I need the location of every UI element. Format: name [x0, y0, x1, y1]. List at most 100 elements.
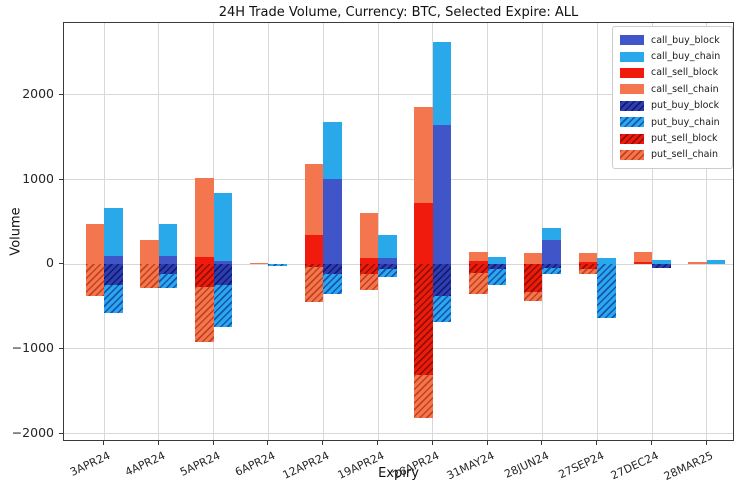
- y-tick-label: 2000: [22, 85, 54, 101]
- bar-segment-put_buy_block: [323, 264, 342, 275]
- bar-segment-call_sell_chain: [578, 253, 598, 262]
- y-tick-label: 0: [46, 255, 54, 271]
- bar-segment-call_buy_chain: [597, 258, 616, 265]
- bar-segment-put_sell_block: [195, 264, 214, 288]
- bar-segment-put_buy_block: [432, 264, 452, 296]
- bar-segment-call_buy_chain: [652, 260, 671, 265]
- legend-label: put_sell_chain: [651, 149, 719, 161]
- legend-item-put_buy_chain: put_buy_chain: [620, 114, 725, 130]
- bar-segment-put_buy_chain: [432, 295, 452, 322]
- bar-segment-call_sell_block: [195, 256, 214, 265]
- legend-swatch-icon: [620, 100, 644, 111]
- gridline-horizontal: [64, 179, 733, 181]
- bar-segment-put_sell_block: [414, 264, 433, 376]
- gridline-horizontal: [64, 263, 733, 265]
- bar-segment-put_buy_chain: [323, 274, 342, 294]
- bar-segment-put_buy_chain: [487, 269, 507, 285]
- bar-segment-call_buy_chain: [542, 227, 561, 240]
- x-tick-mark: [705, 441, 707, 445]
- bar-segment-call_buy_block: [378, 258, 397, 265]
- bar-segment-call_buy_chain: [487, 256, 507, 265]
- bar-segment-call_buy_chain: [158, 223, 178, 256]
- legend-item-call_buy_block: call_buy_block: [620, 32, 725, 48]
- gridline-horizontal: [64, 433, 733, 435]
- x-tick-mark: [596, 441, 598, 445]
- bar-segment-put_sell_chain: [85, 264, 104, 296]
- bar-segment-put_sell_block: [469, 264, 488, 273]
- bar-segment-put_buy_chain: [268, 264, 287, 266]
- bar-segment-call_buy_block: [323, 178, 342, 265]
- bar-segment-call_buy_block: [432, 124, 452, 265]
- y-axis-label: Volume: [8, 207, 24, 256]
- bar-segment-put_sell_chain: [578, 269, 598, 274]
- bar-segment-put_buy_chain: [378, 269, 397, 277]
- gridline-vertical: [651, 23, 653, 440]
- legend-swatch-icon: [620, 84, 644, 95]
- bar-segment-call_sell_chain: [140, 239, 159, 265]
- bar-segment-put_sell_chain: [304, 266, 324, 303]
- bar-segment-put_sell_block: [304, 264, 324, 267]
- legend-label: call_sell_block: [651, 67, 719, 79]
- bar-segment-put_buy_chain: [104, 285, 123, 314]
- bar-segment-put_sell_block: [359, 264, 378, 275]
- bar-segment-put_buy_block: [104, 264, 123, 286]
- legend-item-call_buy_chain: call_buy_chain: [620, 48, 725, 64]
- y-tick-mark: [59, 263, 63, 265]
- legend-item-put_sell_block: put_sell_block: [620, 130, 725, 146]
- x-tick-mark: [322, 441, 324, 445]
- bar-segment-call_buy_chain: [432, 41, 452, 125]
- legend-swatch-icon: [620, 67, 644, 78]
- bar-segment-put_sell_block: [578, 264, 598, 270]
- gridline-horizontal: [64, 94, 733, 96]
- bar-segment-put_buy_chain: [597, 264, 616, 319]
- y-tick-label: 1000: [22, 170, 54, 186]
- legend-label: call_buy_chain: [651, 51, 721, 63]
- legend-swatch-icon: [620, 51, 644, 62]
- legend-label: put_buy_block: [651, 100, 720, 112]
- y-tick-mark: [59, 93, 63, 95]
- bar-segment-call_sell_chain: [249, 262, 269, 265]
- bar-segment-put_buy_chain: [542, 268, 561, 274]
- x-tick-mark: [212, 441, 214, 445]
- bar-segment-put_sell_chain: [414, 375, 433, 419]
- x-tick-mark: [431, 441, 433, 445]
- bar-segment-call_buy_block: [542, 239, 561, 265]
- bar-segment-call_buy_chain: [213, 193, 233, 261]
- legend-label: call_buy_block: [651, 34, 720, 46]
- gridline-horizontal: [64, 348, 733, 350]
- y-tick-label: −2000: [11, 424, 54, 440]
- x-tick-mark: [157, 441, 159, 445]
- x-tick-mark: [103, 441, 104, 445]
- gridline-vertical: [377, 23, 379, 440]
- y-tick-mark: [59, 178, 63, 180]
- bar-segment-call_buy_chain: [323, 122, 342, 179]
- bar-segment-put_buy_block: [213, 264, 233, 286]
- bar-segment-put_sell_chain: [195, 287, 214, 343]
- bar-segment-call_buy_block: [104, 255, 123, 265]
- bar-segment-call_sell_chain: [195, 177, 214, 257]
- legend-label: put_sell_block: [651, 133, 718, 145]
- bar-segment-put_buy_block: [378, 264, 397, 270]
- bar-segment-call_buy_chain: [378, 234, 397, 259]
- bar-segment-call_sell_chain: [304, 164, 324, 236]
- bar-segment-call_sell_chain: [469, 252, 488, 261]
- gridline-vertical: [706, 23, 708, 440]
- bar-segment-put_sell_chain: [140, 264, 159, 288]
- gridline-vertical: [267, 23, 269, 440]
- x-axis-label: Expiry: [378, 466, 419, 481]
- bar-segment-call_buy_chain: [706, 260, 726, 265]
- gridline-vertical: [487, 23, 489, 440]
- legend-swatch-icon: [620, 133, 644, 144]
- legend-swatch-icon: [620, 35, 644, 46]
- bar-segment-call_buy_block: [213, 260, 233, 265]
- x-tick-mark: [651, 441, 652, 445]
- bar-segment-call_sell_block: [359, 258, 378, 265]
- bar-segment-call_sell_chain: [414, 106, 433, 204]
- bar-segment-call_sell_chain: [633, 252, 652, 263]
- bar-segment-call_buy_chain: [104, 208, 123, 256]
- bar-segment-put_sell_chain: [523, 292, 543, 301]
- legend-item-call_sell_block: call_sell_block: [620, 65, 725, 81]
- bar-segment-call_sell_chain: [688, 262, 707, 265]
- bar-segment-call_sell_chain: [85, 224, 104, 265]
